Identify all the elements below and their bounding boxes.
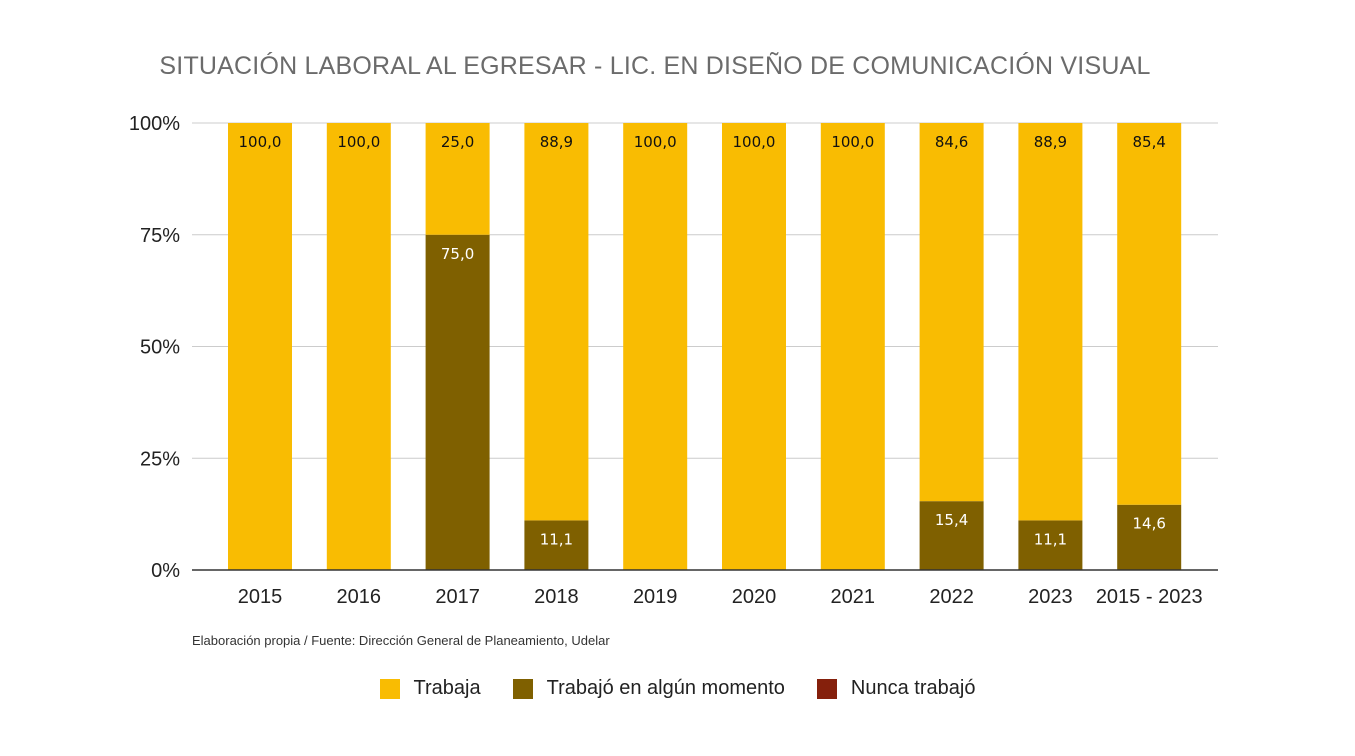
y-tick-label: 75% bbox=[140, 225, 180, 247]
bar-trabaja bbox=[623, 123, 688, 570]
x-tick-label: 2022 bbox=[929, 586, 974, 608]
bar-trabaj-en-alg-n-momento bbox=[524, 520, 589, 570]
bar-trabaj-en-alg-n-momento bbox=[1117, 504, 1182, 570]
legend-item-trabaja: Trabaja bbox=[379, 677, 481, 700]
data-label: 75,0 bbox=[441, 245, 474, 263]
x-tick-label: 2016 bbox=[337, 586, 382, 608]
legend-item-trabajo-en-algun-momento: Trabajó en algún momento bbox=[512, 677, 785, 700]
legend: Trabaja Trabajó en algún momento Nunca t… bbox=[0, 677, 1355, 700]
legend-swatch-nunca-trabajo bbox=[816, 678, 837, 699]
data-label: 15,4 bbox=[935, 511, 968, 529]
data-label: 14,6 bbox=[1132, 515, 1165, 533]
x-tick-label: 2021 bbox=[831, 586, 876, 608]
bar-trabaja bbox=[820, 123, 885, 570]
data-label: 11,1 bbox=[540, 530, 573, 548]
source-note: Elaboración propia / Fuente: Dirección G… bbox=[192, 633, 610, 648]
x-tick-label: 2023 bbox=[1028, 586, 1073, 608]
data-label: 100,0 bbox=[733, 133, 776, 151]
x-tick-label: 2018 bbox=[534, 586, 579, 608]
bar-trabaja bbox=[1018, 123, 1083, 521]
bar-chart: 0% 25% 50% 75% 100% 100,0 2015 100,0 2016 75,0 25,… bbox=[129, 113, 1218, 608]
x-tick-label: 2019 bbox=[633, 586, 678, 608]
y-tick-label: 50% bbox=[140, 337, 180, 359]
legend-item-nunca-trabajo: Nunca trabajó bbox=[816, 677, 976, 700]
data-label: 25,0 bbox=[441, 133, 474, 151]
bar-trabaja bbox=[722, 123, 786, 570]
data-label: 88,9 bbox=[1034, 133, 1067, 151]
data-label: 100,0 bbox=[239, 133, 282, 151]
chart-title: SITUACIÓN LABORAL AL EGRESAR - LIC. EN D… bbox=[159, 52, 1151, 80]
data-label: 100,0 bbox=[831, 133, 874, 151]
legend-swatch-trabaja bbox=[379, 678, 400, 699]
bar-trabaja bbox=[524, 123, 589, 521]
bar-trabaja bbox=[425, 123, 490, 235]
y-tick-label: 100% bbox=[129, 113, 180, 135]
bar-trabaja bbox=[228, 123, 292, 570]
data-label: 11,1 bbox=[1034, 530, 1067, 548]
legend-label-nunca-trabajo: Nunca trabajó bbox=[850, 677, 976, 699]
x-tick-label: 2015 - 2023 bbox=[1096, 586, 1203, 608]
data-label: 85,4 bbox=[1132, 133, 1165, 151]
x-tick-label: 2020 bbox=[732, 586, 777, 608]
data-label: 84,6 bbox=[935, 133, 968, 151]
legend-label-trabajo-en-algun-momento: Trabajó en algún momento bbox=[546, 677, 785, 699]
bar-trabaj-en-alg-n-momento bbox=[1018, 520, 1083, 570]
y-tick-label: 0% bbox=[151, 560, 180, 582]
bar-trabaja bbox=[919, 123, 984, 502]
legend-label-trabaja: Trabaja bbox=[413, 677, 481, 699]
x-tick-label: 2015 bbox=[238, 586, 283, 608]
bar-trabaja bbox=[326, 123, 391, 570]
x-tick-label: 2017 bbox=[435, 586, 480, 608]
y-tick-label: 25% bbox=[140, 448, 180, 470]
bar-trabaj-en-alg-n-momento bbox=[425, 234, 490, 570]
bar-trabaj-en-alg-n-momento bbox=[919, 501, 984, 570]
legend-swatch-trabajo-en-algun-momento bbox=[512, 678, 533, 699]
data-label: 100,0 bbox=[337, 133, 380, 151]
bar-trabaja bbox=[1117, 123, 1182, 505]
data-label: 100,0 bbox=[634, 133, 677, 151]
data-label: 88,9 bbox=[540, 133, 573, 151]
